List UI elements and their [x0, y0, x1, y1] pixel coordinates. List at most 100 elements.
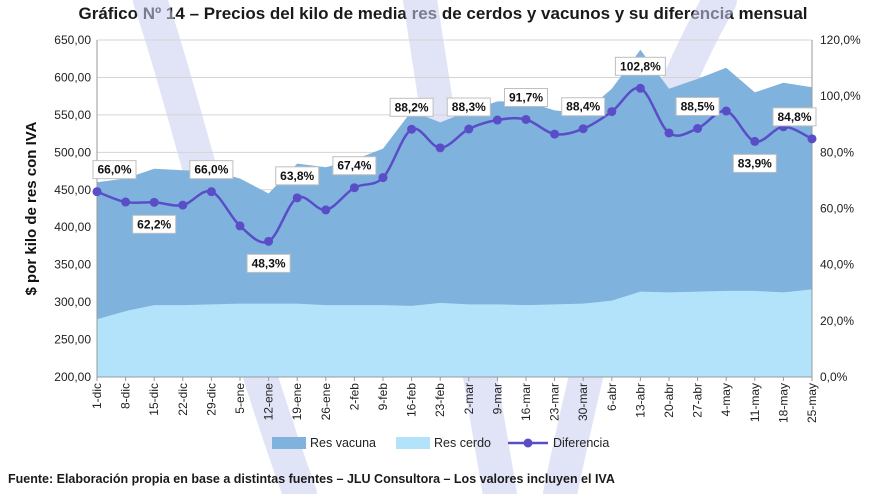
difference-point: [521, 114, 531, 124]
x-tick-label: 18-may: [776, 383, 790, 423]
data-label: 83,9%: [738, 156, 772, 170]
difference-point: [721, 106, 731, 116]
y2-tick-label: 120,0%: [820, 33, 861, 47]
difference-point: [435, 143, 445, 153]
legend-label-cerdo: Res cerdo: [434, 436, 491, 450]
y2-tick-label: 80,0%: [820, 145, 854, 159]
legend-swatch-vacuna: [272, 437, 306, 449]
y-tick-label: 600,00: [54, 70, 91, 84]
data-label: 66,0%: [194, 163, 228, 177]
difference-point: [492, 115, 502, 125]
data-label-box: [389, 97, 434, 117]
data-label: 91,7%: [509, 90, 543, 104]
data-label: 48,3%: [252, 256, 286, 270]
difference-point: [607, 107, 617, 117]
x-tick-label: 13-abr: [633, 383, 647, 418]
data-label-box: [92, 160, 137, 180]
x-tick-label: 16-feb: [405, 383, 419, 417]
legend-label-diferencia: Diferencia: [553, 436, 609, 450]
legend-swatch-cerdo: [396, 437, 430, 449]
difference-point: [349, 183, 359, 193]
x-tick-label: 2-feb: [347, 383, 361, 411]
difference-point: [407, 124, 417, 134]
y2-tick-label: 40,0%: [820, 258, 854, 272]
difference-point: [464, 124, 474, 134]
area-res-cerdo: [97, 289, 812, 377]
data-label: 88,3%: [452, 100, 486, 114]
data-label-box: [189, 160, 234, 180]
difference-point: [149, 197, 159, 207]
data-label-box: [772, 107, 817, 127]
difference-point: [550, 129, 560, 139]
data-label-box: [446, 97, 491, 117]
x-tick-label: 5-ene: [233, 383, 247, 414]
y-tick-label: 350,00: [54, 258, 91, 272]
legend-label-vacuna: Res vacuna: [310, 436, 376, 450]
y2-tick-label: 0,0%: [820, 370, 848, 384]
chart-title: Gráfico Nº 14 – Precios del kilo de medi…: [78, 4, 808, 23]
difference-point: [92, 187, 102, 197]
data-label-box: [275, 166, 320, 186]
data-labels: 66,0% 62,2% 66,0% 48,3% 63,8% 67,4% 88,2% 88,3%…: [92, 56, 817, 273]
y-tick-label: 650,00: [54, 33, 91, 47]
x-tick-label: 9-mar: [490, 383, 504, 414]
legend-marker-diferencia: [523, 438, 533, 448]
difference-point: [807, 134, 817, 144]
x-tick-label: 15-dic: [147, 383, 161, 416]
y2-tick-label: 100,0%: [820, 89, 861, 103]
difference-point: [378, 173, 388, 183]
y-tick-label: 550,00: [54, 108, 91, 122]
y-tick-label: 450,00: [54, 183, 91, 197]
x-tick-label: 9-feb: [376, 383, 390, 411]
difference-point: [578, 124, 588, 134]
x-tick-label: 19-ene: [290, 383, 304, 421]
difference-point: [292, 193, 302, 203]
data-label: 102,8%: [620, 59, 661, 73]
y-tick-label: 300,00: [54, 295, 91, 309]
y-axis-title: $ por kilo de res con IVA: [23, 121, 40, 295]
x-tick-label: 29-dic: [204, 383, 218, 416]
data-label: 88,2%: [395, 100, 429, 114]
data-label-box: [246, 253, 291, 273]
data-label-box: [332, 156, 377, 176]
axes: 200,00 250,00 300,00 350,00 400,00 450,00 500,…: [23, 33, 861, 423]
difference-point: [206, 187, 216, 197]
data-label: 67,4%: [337, 159, 371, 173]
data-label-box: [732, 153, 777, 173]
difference-point: [235, 221, 245, 231]
x-tick-label: 1-dic: [90, 383, 104, 409]
y2-tick-label: 20,0%: [820, 314, 854, 328]
x-tick-label: 20-abr: [662, 383, 676, 418]
x-tick-label: 30-mar: [576, 383, 590, 421]
difference-point: [635, 83, 645, 93]
x-tick-label: 4-may: [719, 383, 733, 416]
source-note: Fuente: Elaboración propia en base a dis…: [8, 472, 615, 486]
x-tick-label: 16-mar: [519, 383, 533, 421]
x-tick-label: 26-ene: [319, 383, 333, 421]
data-label: 84,8%: [777, 110, 811, 124]
x-tick-label: 6-abr: [605, 383, 619, 411]
data-label: 62,2%: [137, 217, 171, 231]
legend: Res vacuna Res cerdo Diferencia: [272, 436, 609, 450]
data-label-box: [675, 96, 720, 116]
difference-point: [264, 236, 274, 246]
data-label-box: [132, 214, 177, 234]
data-label-box: [614, 56, 666, 76]
difference-point: [121, 197, 131, 207]
data-label: 63,8%: [280, 169, 314, 183]
difference-point: [178, 200, 188, 210]
y-tick-label: 250,00: [54, 333, 91, 347]
x-tick-label: 27-abr: [691, 383, 705, 418]
data-label: 88,4%: [566, 100, 600, 114]
y-tick-label: 500,00: [54, 145, 91, 159]
data-label-box: [561, 97, 606, 117]
data-label-box: [504, 87, 548, 107]
x-tick-label: 22-dic: [176, 383, 190, 416]
y-tick-label: 200,00: [54, 370, 91, 384]
data-label: 88,5%: [681, 99, 715, 113]
x-tick-label: 23-mar: [548, 383, 562, 421]
x-tick-label: 2-mar: [462, 383, 476, 414]
x-tick-label: 11-may: [748, 383, 762, 422]
difference-point: [321, 205, 331, 215]
